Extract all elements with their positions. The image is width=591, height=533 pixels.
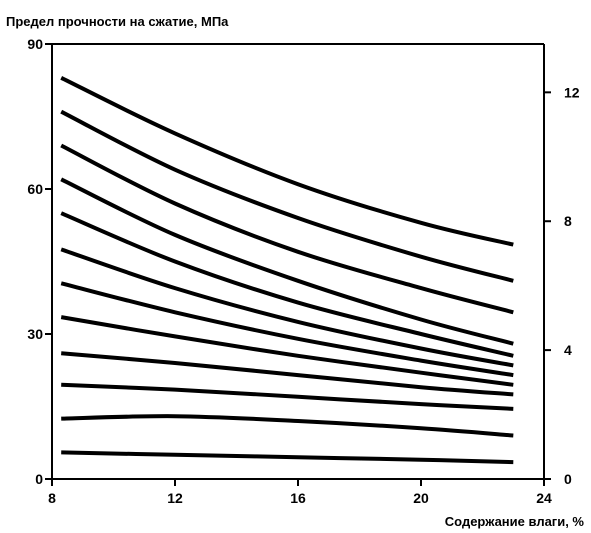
series-line-5 bbox=[60, 211, 514, 358]
series-line-3 bbox=[60, 143, 514, 315]
series-line-4 bbox=[60, 177, 514, 346]
series-lines bbox=[60, 76, 514, 465]
y-right-tick-label: 0 bbox=[564, 471, 572, 487]
y-right-tick-label: 4 bbox=[564, 342, 572, 358]
series-line-8 bbox=[60, 315, 514, 387]
series-line-7 bbox=[60, 281, 514, 378]
series-line-12 bbox=[61, 450, 514, 465]
y-left-tick-label: 30 bbox=[27, 326, 43, 342]
plot-frame bbox=[51, 43, 545, 480]
y-left-tick-label: 60 bbox=[27, 181, 43, 197]
series-line-2 bbox=[60, 109, 514, 283]
y-right-tick-label: 12 bbox=[564, 84, 580, 100]
x-axis-title: Содержание влаги, % bbox=[445, 514, 585, 529]
series-line-1 bbox=[60, 76, 514, 247]
x-tick-label: 12 bbox=[167, 490, 183, 506]
x-tick-label: 16 bbox=[290, 490, 306, 506]
series-line-6 bbox=[60, 247, 514, 368]
y-left-tick-label: 0 bbox=[35, 471, 43, 487]
x-tick-label: 24 bbox=[536, 490, 552, 506]
axis-ticks: 8 12 16 20 24 0 30 60 90 0 4 8 12 bbox=[27, 36, 579, 506]
y-axis-title: Предел прочности на сжатие, МПа bbox=[6, 14, 229, 29]
y-right-tick-label: 8 bbox=[564, 213, 572, 229]
series-line-10 bbox=[61, 382, 514, 411]
series-line-9 bbox=[61, 351, 514, 397]
y-left-tick-label: 90 bbox=[27, 36, 43, 52]
x-tick-label: 8 bbox=[48, 490, 56, 506]
x-tick-label: 20 bbox=[413, 490, 429, 506]
series-line-11 bbox=[61, 414, 514, 438]
